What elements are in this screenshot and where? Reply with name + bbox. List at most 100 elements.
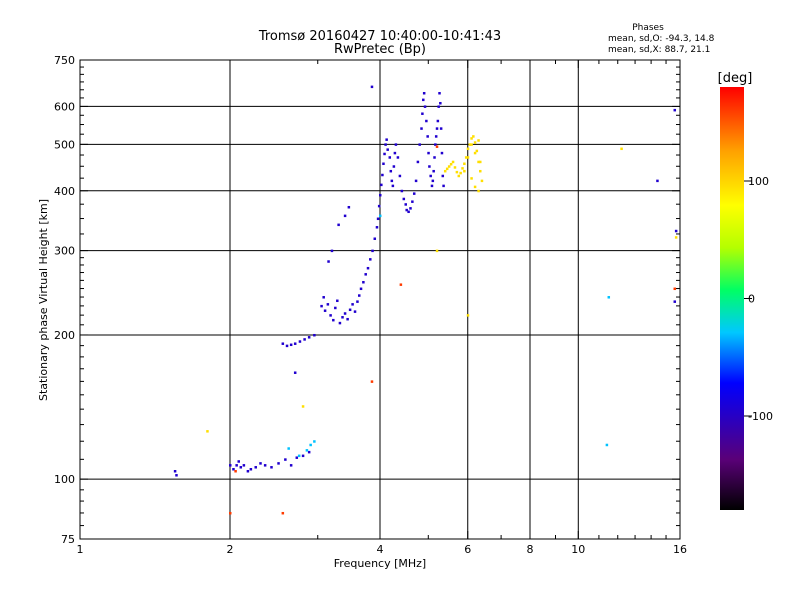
data-point-x <box>473 151 477 155</box>
data-point-x <box>451 160 455 164</box>
data-point-o <box>389 169 393 173</box>
data-point-other-red <box>435 145 439 148</box>
data-point-o <box>436 119 440 123</box>
data-point-x <box>477 160 480 164</box>
data-point-o <box>434 143 437 146</box>
data-point-x <box>435 249 439 253</box>
y-tick-label: 400 <box>54 185 75 198</box>
data-point-o <box>322 296 325 299</box>
data-point-x <box>477 139 480 142</box>
data-point-o <box>396 156 400 159</box>
data-points <box>173 85 678 515</box>
data-point-o <box>402 197 406 201</box>
y-tick-label: 500 <box>54 138 75 151</box>
data-point-o <box>173 469 177 473</box>
data-point-x <box>475 149 479 153</box>
data-point-x <box>468 143 472 146</box>
data-point-o <box>425 119 428 123</box>
colorbar-tick-label: -100 <box>748 410 773 423</box>
x-tick-label: 4 <box>377 543 384 556</box>
data-point-o <box>254 466 257 469</box>
data-point-o <box>420 127 423 130</box>
data-point-o <box>336 299 339 303</box>
data-point-x <box>466 156 470 159</box>
data-point-o <box>375 226 379 229</box>
y-tick-label: 600 <box>54 100 75 113</box>
data-point-o <box>433 156 436 159</box>
data-point-other <box>305 449 309 452</box>
data-point-x <box>620 147 623 151</box>
data-point-o <box>295 456 299 459</box>
data-point-x <box>447 165 451 168</box>
data-point-o <box>293 342 297 345</box>
data-point-o <box>435 127 439 130</box>
data-point-o <box>330 249 334 253</box>
data-point-x <box>470 177 473 180</box>
data-point-o <box>411 200 414 203</box>
data-point-other <box>309 443 312 447</box>
x-axis-label: Frequency [MHz] <box>334 557 426 570</box>
data-point-o <box>351 303 354 306</box>
data-point-x <box>455 170 459 174</box>
data-point-o <box>412 192 416 195</box>
data-point-o <box>379 193 382 197</box>
data-point-x <box>470 137 473 140</box>
data-point-o <box>175 474 178 477</box>
data-point-o <box>430 184 434 188</box>
data-point-o <box>359 287 363 291</box>
data-point-o <box>303 338 306 341</box>
data-point-o <box>398 174 402 178</box>
data-point-o <box>428 165 431 168</box>
data-point-o <box>392 165 396 168</box>
data-point-o <box>249 468 253 471</box>
data-point-o <box>293 371 297 374</box>
data-point-o <box>270 466 273 469</box>
data-point-o <box>442 184 445 188</box>
data-point-x <box>473 141 477 144</box>
data-point-o <box>338 321 342 325</box>
data-point-o <box>232 468 235 471</box>
data-point-o <box>284 458 287 461</box>
data-point-o <box>357 294 361 297</box>
data-point-o <box>383 152 386 156</box>
chart-subtitle: RwPretec (Bp) <box>334 42 426 57</box>
data-point-o <box>405 208 408 212</box>
data-point-o <box>381 173 384 177</box>
data-point-o <box>673 300 677 303</box>
data-point-o <box>364 273 367 276</box>
colorbar-tick-label: 100 <box>748 175 769 188</box>
colorbar-tick-label: 0 <box>748 293 755 306</box>
data-point-o <box>386 148 389 151</box>
y-axis-label: Stationary phase Virtual Height [km] <box>37 199 50 401</box>
data-point-o <box>298 340 302 343</box>
data-point-o <box>369 258 372 261</box>
data-point-o <box>329 314 332 317</box>
data-point-o <box>376 217 380 221</box>
data-point-o <box>426 135 429 138</box>
data-point-o <box>259 462 262 465</box>
data-point-other <box>297 454 301 458</box>
data-point-o <box>263 464 267 467</box>
y-tick-label: 75 <box>61 533 75 546</box>
data-point-o <box>441 174 445 178</box>
data-point-other-red <box>370 380 374 383</box>
data-point-x <box>480 179 484 183</box>
data-point-o <box>347 205 351 209</box>
data-point-o <box>289 464 293 467</box>
data-point-o <box>362 280 365 284</box>
y-tick-label: 300 <box>54 245 75 258</box>
data-point-o <box>407 210 410 214</box>
data-point-x <box>479 160 482 164</box>
phase-stats-x: mean, sd,X: 88.7, 21.1 <box>608 45 710 55</box>
data-point-x <box>445 167 449 171</box>
x-tick-label: 2 <box>227 543 234 556</box>
data-point-o <box>323 309 327 312</box>
data-point-o <box>301 454 305 458</box>
data-point-o <box>307 336 311 339</box>
data-point-x <box>674 236 678 239</box>
data-point-o <box>277 462 280 465</box>
data-point-x <box>453 166 457 169</box>
data-point-o <box>437 105 440 108</box>
grid-lines <box>80 60 680 539</box>
